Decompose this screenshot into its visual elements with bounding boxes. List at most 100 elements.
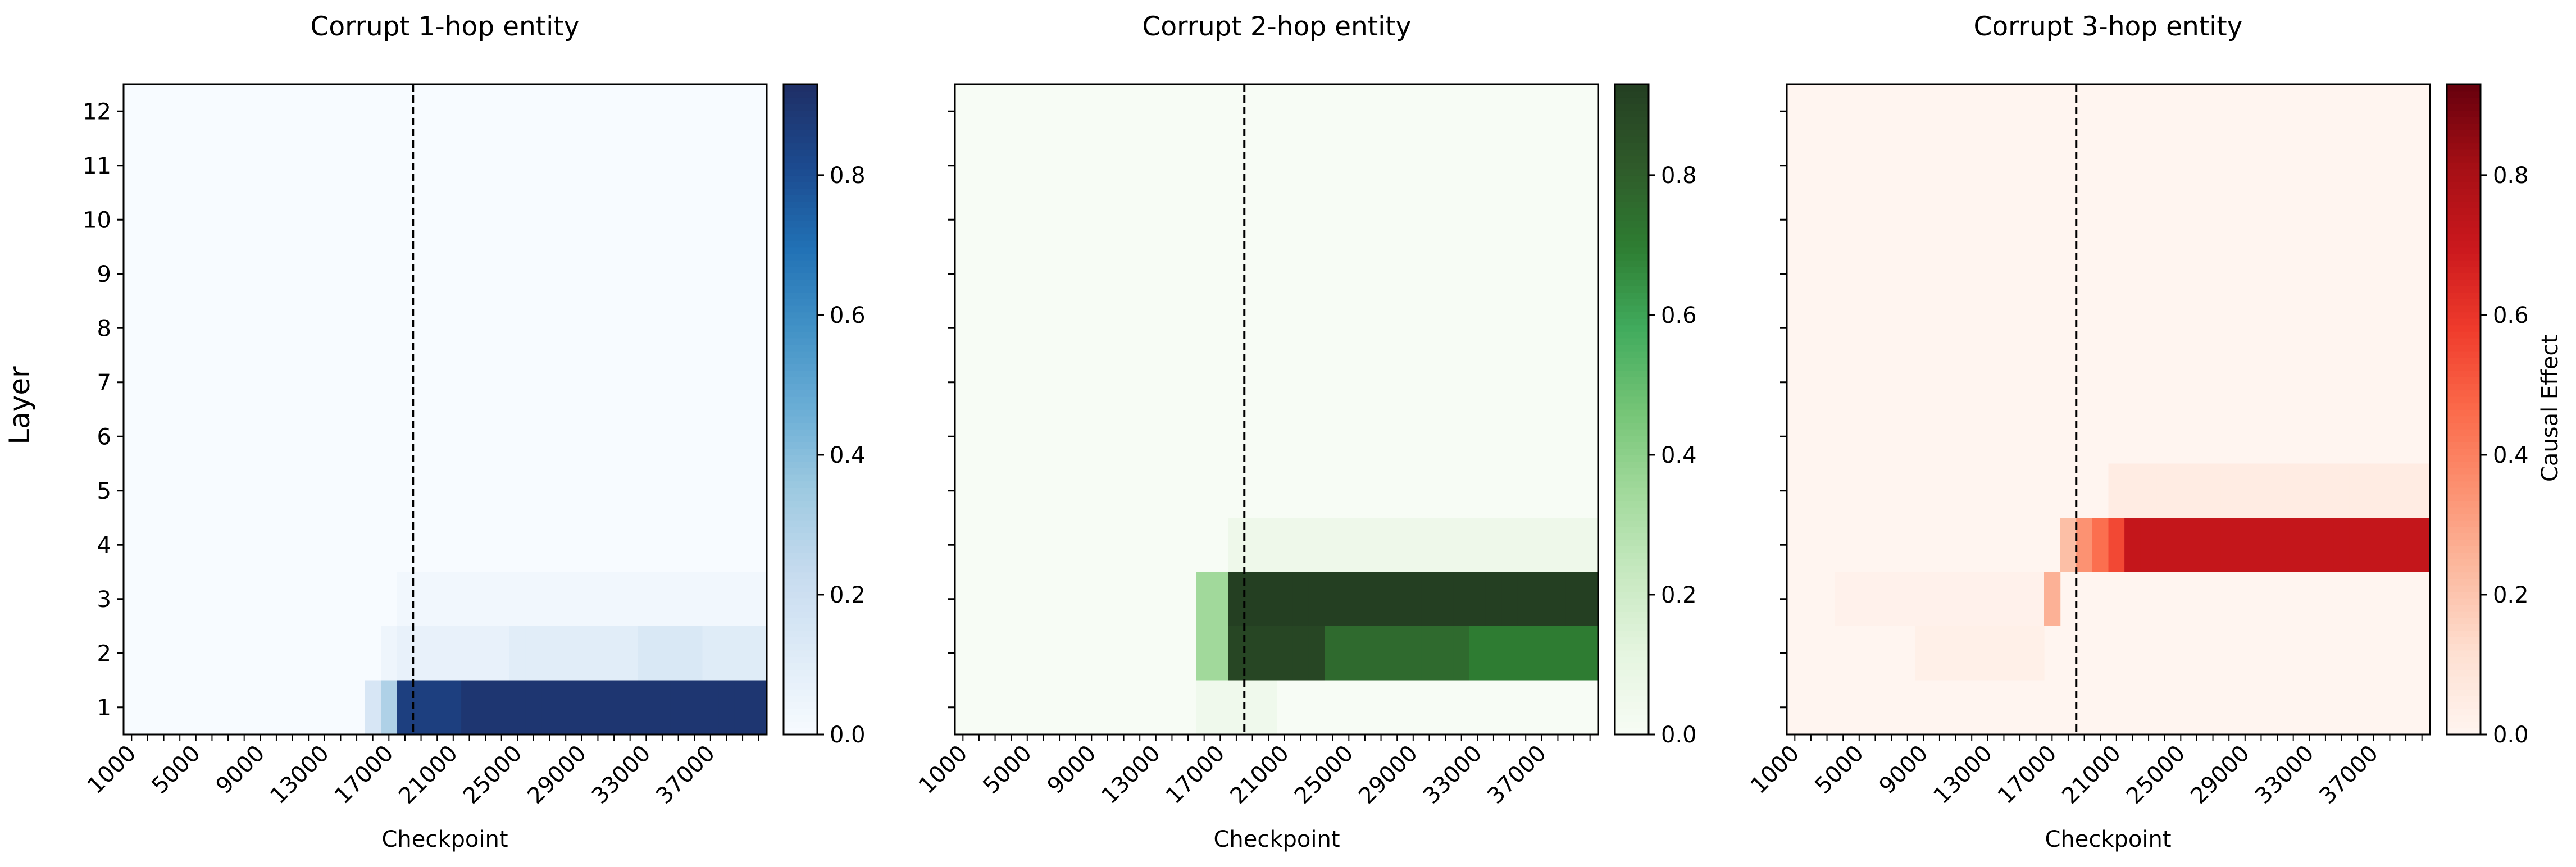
colorbar-segment (1615, 539, 1649, 546)
heatmap-cell (702, 626, 719, 681)
x-tick-label: 1000 (83, 740, 142, 799)
x-tick-label: 21000 (1225, 740, 1294, 809)
colorbar-tick-label: 0.2 (2493, 582, 2529, 608)
colorbar-segment (1615, 143, 1649, 150)
colorbar-tick-label: 0.2 (830, 582, 866, 608)
colorbar-segment (2447, 247, 2481, 254)
colorbar-segment (784, 279, 817, 286)
colorbar-segment (784, 331, 817, 339)
colorbar-segment (1615, 506, 1649, 514)
colorbar-segment (1615, 201, 1649, 208)
colorbar-segment (1615, 585, 1649, 592)
colorbar-segment (784, 695, 817, 702)
colorbar-segment (784, 669, 817, 677)
heatmap-cell (1260, 680, 1277, 734)
colorbar-segment (1615, 428, 1649, 436)
colorbar-segment (784, 572, 817, 579)
y-tick-label: 7 (97, 370, 111, 396)
colorbar-segment (2447, 519, 2481, 527)
heatmap-cell (1453, 518, 1470, 572)
colorbar-segment (2447, 695, 2481, 702)
colorbar-segment (784, 201, 817, 208)
heatmap-cell (702, 572, 719, 626)
colorbar-segment (1615, 377, 1649, 384)
colorbar-segment (784, 578, 817, 586)
x-tick-label: 21000 (2057, 740, 2126, 809)
colorbar-segment (784, 559, 817, 566)
colorbar-segment (1615, 519, 1649, 527)
colorbar-segment (2447, 617, 2481, 624)
heatmap-cell (2060, 518, 2077, 572)
heatmap-cell (1308, 626, 1325, 681)
colorbar-segment (1615, 318, 1649, 326)
colorbar-segment (2447, 292, 2481, 299)
x-tick-label: 33000 (1418, 740, 1487, 809)
heatmap-cell (397, 626, 413, 681)
heatmap-cell (1421, 572, 1438, 626)
colorbar-segment (784, 682, 817, 690)
colorbar-segment (1615, 572, 1649, 579)
colorbar-segment (2447, 721, 2481, 729)
panel-2-title: Corrupt 2-hop entity (1143, 11, 1412, 42)
heatmap-cell (1244, 680, 1261, 734)
colorbar-segment (2447, 285, 2481, 293)
x-tick-label: 1000 (1746, 740, 1805, 799)
x-tick-label: 29000 (1354, 740, 1423, 809)
heatmap-cell (574, 626, 590, 681)
heatmap-cell (1405, 626, 1422, 681)
heatmap-cell (2349, 463, 2366, 518)
heatmap-cell (365, 680, 381, 734)
heatmap-cell (1373, 518, 1390, 572)
plot-frame (954, 83, 1599, 736)
heatmap-cell (413, 572, 430, 626)
colorbar-segment (1615, 103, 1649, 111)
colorbar-segment (784, 175, 817, 182)
y-tick-label: 10 (83, 207, 111, 233)
heatmap-cell (1228, 572, 1245, 626)
heatmap-cell (1437, 572, 1454, 626)
heatmap-cell (1292, 626, 1309, 681)
colorbar-segment (784, 591, 817, 599)
colorbar-segment (2447, 559, 2481, 566)
colorbar-segment (1615, 630, 1649, 638)
x-tick-label: 9000 (1043, 740, 1102, 799)
colorbar-segment (784, 663, 817, 670)
heatmap-cell (1405, 572, 1422, 626)
heatmap-cell (2011, 626, 2028, 681)
heatmap-cell (509, 680, 526, 734)
colorbar-segment (784, 103, 817, 111)
heatmap-cell (493, 680, 510, 734)
colorbar-segment (1615, 110, 1649, 117)
heatmap-cell (2333, 463, 2350, 518)
heatmap-cell (1212, 680, 1229, 734)
colorbar-segment (1615, 441, 1649, 449)
colorbar-segment (2447, 494, 2481, 501)
heatmap-cell (1582, 572, 1599, 626)
heatmap-cell (1550, 572, 1567, 626)
heatmap-cell (381, 680, 398, 734)
colorbar-segment (2447, 552, 2481, 560)
heatmap-cell (445, 680, 462, 734)
heatmap-cell (2285, 518, 2302, 572)
heatmap-cell (2124, 518, 2141, 572)
colorbar-segment (1615, 416, 1649, 423)
heatmap-cell (718, 626, 735, 681)
colorbar-segment (784, 728, 817, 735)
heatmap-cell (381, 626, 398, 681)
colorbar-segment (784, 474, 817, 482)
x-tick-label: 13000 (1096, 740, 1166, 809)
heatmap-cell (1485, 572, 1502, 626)
colorbar-segment (2447, 409, 2481, 417)
heatmap-cell (1979, 626, 1996, 681)
colorbar-segment (2447, 97, 2481, 104)
heatmap-cell (606, 680, 622, 734)
heatmap-cell (1421, 518, 1438, 572)
heatmap-cell (2349, 518, 2366, 572)
colorbar-segment (1615, 533, 1649, 540)
heatmap-cell (477, 572, 494, 626)
colorbar-tick-label: 0.8 (1661, 163, 1697, 189)
heatmap-cell (1308, 518, 1325, 572)
colorbar-segment (784, 494, 817, 501)
heatmap-cell (2140, 463, 2157, 518)
